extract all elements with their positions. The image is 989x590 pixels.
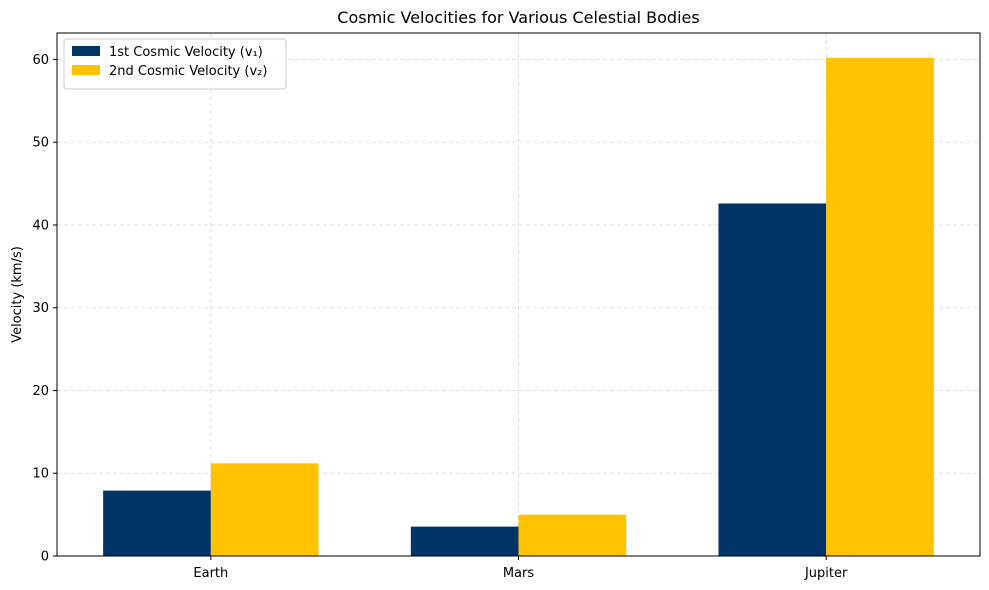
x-tick-label: Jupiter — [804, 566, 848, 581]
legend-label: 1st Cosmic Velocity (v₁) — [109, 45, 263, 60]
y-tick-label: 0 — [41, 550, 49, 565]
y-tick-label: 30 — [32, 301, 49, 316]
legend-swatch — [72, 46, 100, 56]
y-tick-label: 10 — [32, 467, 49, 482]
y-tick-label: 60 — [32, 53, 49, 68]
bar-2-jupiter — [826, 57, 934, 556]
bar-1-mars — [410, 526, 519, 556]
bar-1-jupiter — [718, 203, 827, 557]
legend: 1st Cosmic Velocity (v₁) 2nd Cosmic Veloc… — [63, 38, 287, 90]
bars — [103, 57, 934, 557]
y-tick-label: 40 — [32, 218, 49, 233]
bar-2-mars — [518, 514, 627, 556]
x-tick-label: Mars — [503, 566, 535, 581]
legend-swatch — [72, 65, 100, 75]
x-tick-label: Earth — [193, 566, 228, 581]
y-tick-label: 20 — [32, 384, 49, 399]
chart-title: Cosmic Velocities for Various Celestial … — [337, 8, 699, 27]
y-tick-label: 50 — [32, 136, 49, 151]
axes: 0 10 20 30 40 50 60 Earth Mars Jupiter — [32, 53, 848, 581]
bar-2-earth — [210, 463, 319, 556]
y-axis-title: Velocity (km/s) — [10, 246, 25, 343]
legend-label: 2nd Cosmic Velocity (v₂) — [109, 64, 267, 79]
legend-frame — [63, 38, 287, 90]
bar-1-earth — [103, 490, 211, 556]
